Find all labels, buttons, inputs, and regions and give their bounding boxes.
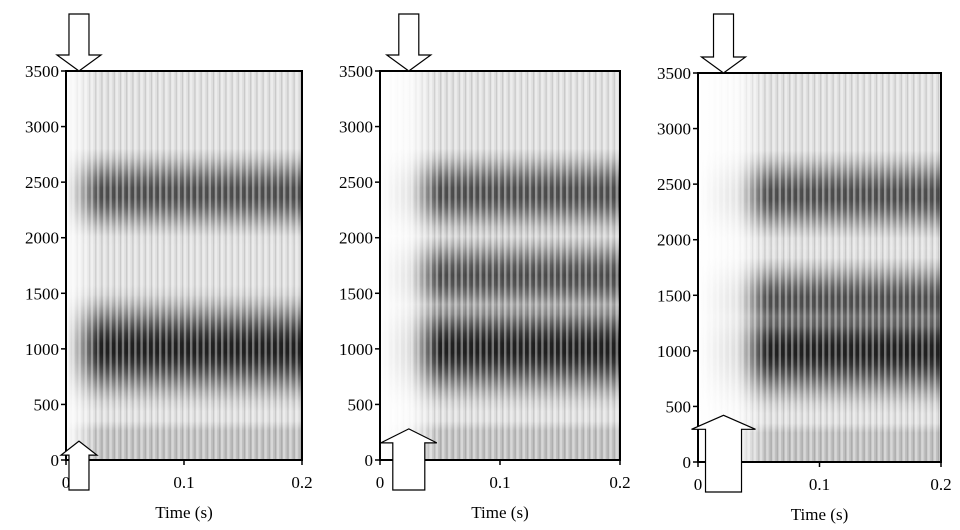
y-tick-label: 500 — [34, 395, 60, 414]
y-tick-label: 500 — [666, 397, 692, 416]
y-tick-label: 0 — [51, 451, 60, 470]
y-tick-label: 3000 — [657, 120, 691, 139]
y-tick-label: 2000 — [25, 229, 59, 248]
onset-arrow-down — [702, 14, 746, 73]
voicing-onset-fade — [698, 73, 941, 462]
y-tick-label: 2500 — [25, 173, 59, 192]
y-tick-label: 500 — [348, 395, 374, 414]
y-tick-label: 1500 — [25, 284, 59, 303]
x-axis-label: Time (s) — [791, 505, 848, 524]
y-tick-label: 1500 — [339, 284, 373, 303]
y-tick-label: 3500 — [657, 64, 691, 83]
y-tick-label: 2500 — [339, 173, 373, 192]
x-tick-label: 0.2 — [291, 473, 312, 492]
y-tick-label: 2000 — [339, 229, 373, 248]
y-tick-label: 1500 — [657, 286, 691, 305]
voicing-onset-fade — [66, 71, 302, 460]
y-tick-label: 1000 — [657, 342, 691, 361]
y-tick-label: 0 — [683, 453, 692, 472]
y-tick-label: 0 — [365, 451, 374, 470]
x-tick-label: 0.1 — [489, 473, 510, 492]
y-tick-label: 3500 — [339, 62, 373, 81]
x-tick-label: 0.1 — [809, 475, 830, 494]
x-tick-label: 0.2 — [609, 473, 630, 492]
y-tick-label: 3500 — [25, 62, 59, 81]
y-tick-label: 3000 — [339, 118, 373, 137]
y-tick-label: 1000 — [339, 340, 373, 359]
x-tick-label: 0 — [694, 475, 703, 494]
onset-arrow-down — [387, 14, 431, 71]
spectrogram-panel-2: 0 500 1000 1500 2000 2500 3000 3500 0 0.1 0.2 Time … — [339, 14, 631, 522]
x-tick-label: 0.2 — [930, 475, 951, 494]
y-tick-label: 2000 — [657, 231, 691, 250]
spectrogram-panel-3: 0 500 1000 1500 2000 2500 3000 3500 0 0.1 0.2 Time … — [657, 14, 952, 524]
x-axis-label: Time (s) — [471, 503, 528, 522]
x-axis-label: Time (s) — [155, 503, 212, 522]
y-tick-label: 2500 — [657, 175, 691, 194]
y-tick-label: 3000 — [25, 118, 59, 137]
y-tick-label: 1000 — [25, 340, 59, 359]
x-tick-label: 0.1 — [173, 473, 194, 492]
x-tick-label: 0 — [376, 473, 385, 492]
onset-arrow-down — [57, 14, 101, 71]
voicing-onset-fade — [380, 71, 620, 460]
